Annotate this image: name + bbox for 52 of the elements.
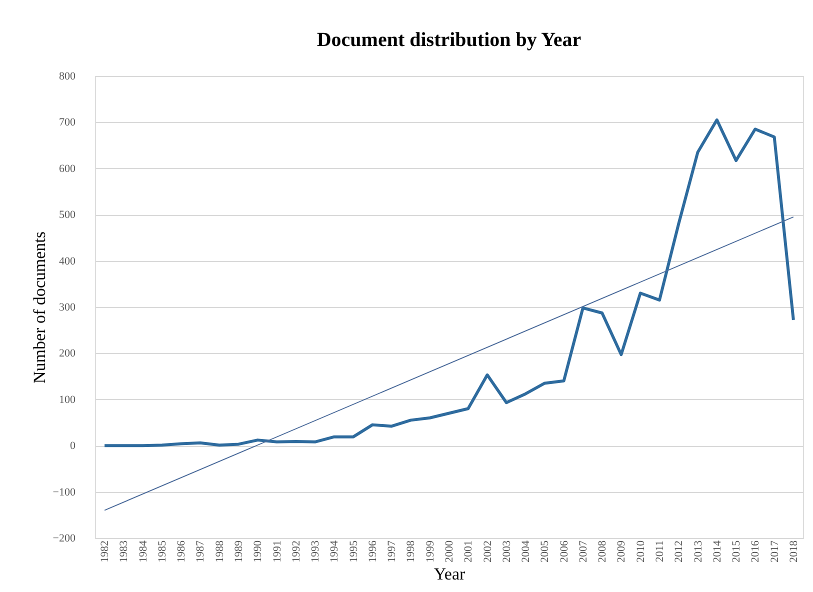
x-tick-label: 1983 bbox=[118, 540, 130, 562]
x-tick-label: 2014 bbox=[711, 540, 724, 562]
x-tick-label: 2008 bbox=[596, 540, 609, 562]
y-tick-label: 500 bbox=[59, 209, 76, 222]
x-tick-label: 1999 bbox=[424, 540, 436, 562]
x-tick-label: 1992 bbox=[290, 540, 302, 562]
x-tick-label: 1994 bbox=[328, 540, 341, 562]
x-tick-label: 2002 bbox=[482, 540, 494, 562]
x-tick-label: 2007 bbox=[577, 540, 590, 562]
x-tick-label: 1996 bbox=[366, 540, 379, 562]
x-tick-label: 2013 bbox=[692, 540, 704, 562]
x-tick-label: 2017 bbox=[768, 540, 781, 562]
y-axis-title: Number of documents bbox=[30, 231, 49, 384]
x-tick-label: 2018 bbox=[788, 540, 800, 562]
y-tick-label: −100 bbox=[52, 486, 76, 498]
line-series bbox=[103, 118, 795, 448]
chart-title: Document distribution by Year bbox=[316, 29, 582, 51]
x-tick-label: 2015 bbox=[730, 540, 743, 562]
x-tick-label: 2003 bbox=[500, 540, 513, 562]
y-tick-label: 200 bbox=[59, 348, 76, 360]
x-tick-label: 1993 bbox=[310, 540, 322, 562]
x-tick-label: 2016 bbox=[750, 540, 762, 562]
x-tick-label: 2005 bbox=[539, 540, 552, 562]
y-tick-label: 600 bbox=[59, 162, 76, 175]
x-tick-label: 2011 bbox=[654, 540, 666, 562]
y-tick-label: 800 bbox=[59, 70, 76, 82]
x-tick-label: 1995 bbox=[348, 540, 360, 562]
y-tick-label: 700 bbox=[59, 116, 76, 129]
y-tick-label: −200 bbox=[52, 532, 76, 544]
x-tick-label: 1997 bbox=[386, 540, 398, 562]
x-tick-label: 1985 bbox=[156, 540, 168, 562]
x-tick-label: 1984 bbox=[137, 540, 150, 562]
x-tick-label: 1989 bbox=[233, 540, 246, 562]
x-tick-label: 1998 bbox=[405, 540, 418, 562]
x-tick-label: 2001 bbox=[462, 540, 475, 562]
x-tick-label: 1991 bbox=[271, 540, 284, 562]
x-tick-label: 1988 bbox=[214, 540, 226, 562]
y-tick-label: 400 bbox=[59, 255, 76, 268]
x-tick-label: 2004 bbox=[520, 540, 532, 562]
x-tick-label: 1990 bbox=[252, 540, 264, 562]
x-tick-label: 2012 bbox=[673, 540, 686, 562]
x-tick-label: 2006 bbox=[558, 540, 570, 562]
y-tick-label: 300 bbox=[59, 302, 76, 314]
x-tick-label: 1986 bbox=[176, 540, 188, 562]
y-tick-label: 0 bbox=[70, 440, 76, 452]
x-tick-label: 2009 bbox=[616, 540, 628, 562]
y-tick-label: 100 bbox=[59, 394, 76, 406]
x-tick-label: 1987 bbox=[194, 540, 207, 562]
x-tick-label: 1982 bbox=[99, 540, 112, 562]
x-axis-title: Year bbox=[434, 564, 466, 584]
x-tick-label: 2000 bbox=[444, 540, 456, 562]
x-tick-label: 2010 bbox=[634, 540, 647, 562]
